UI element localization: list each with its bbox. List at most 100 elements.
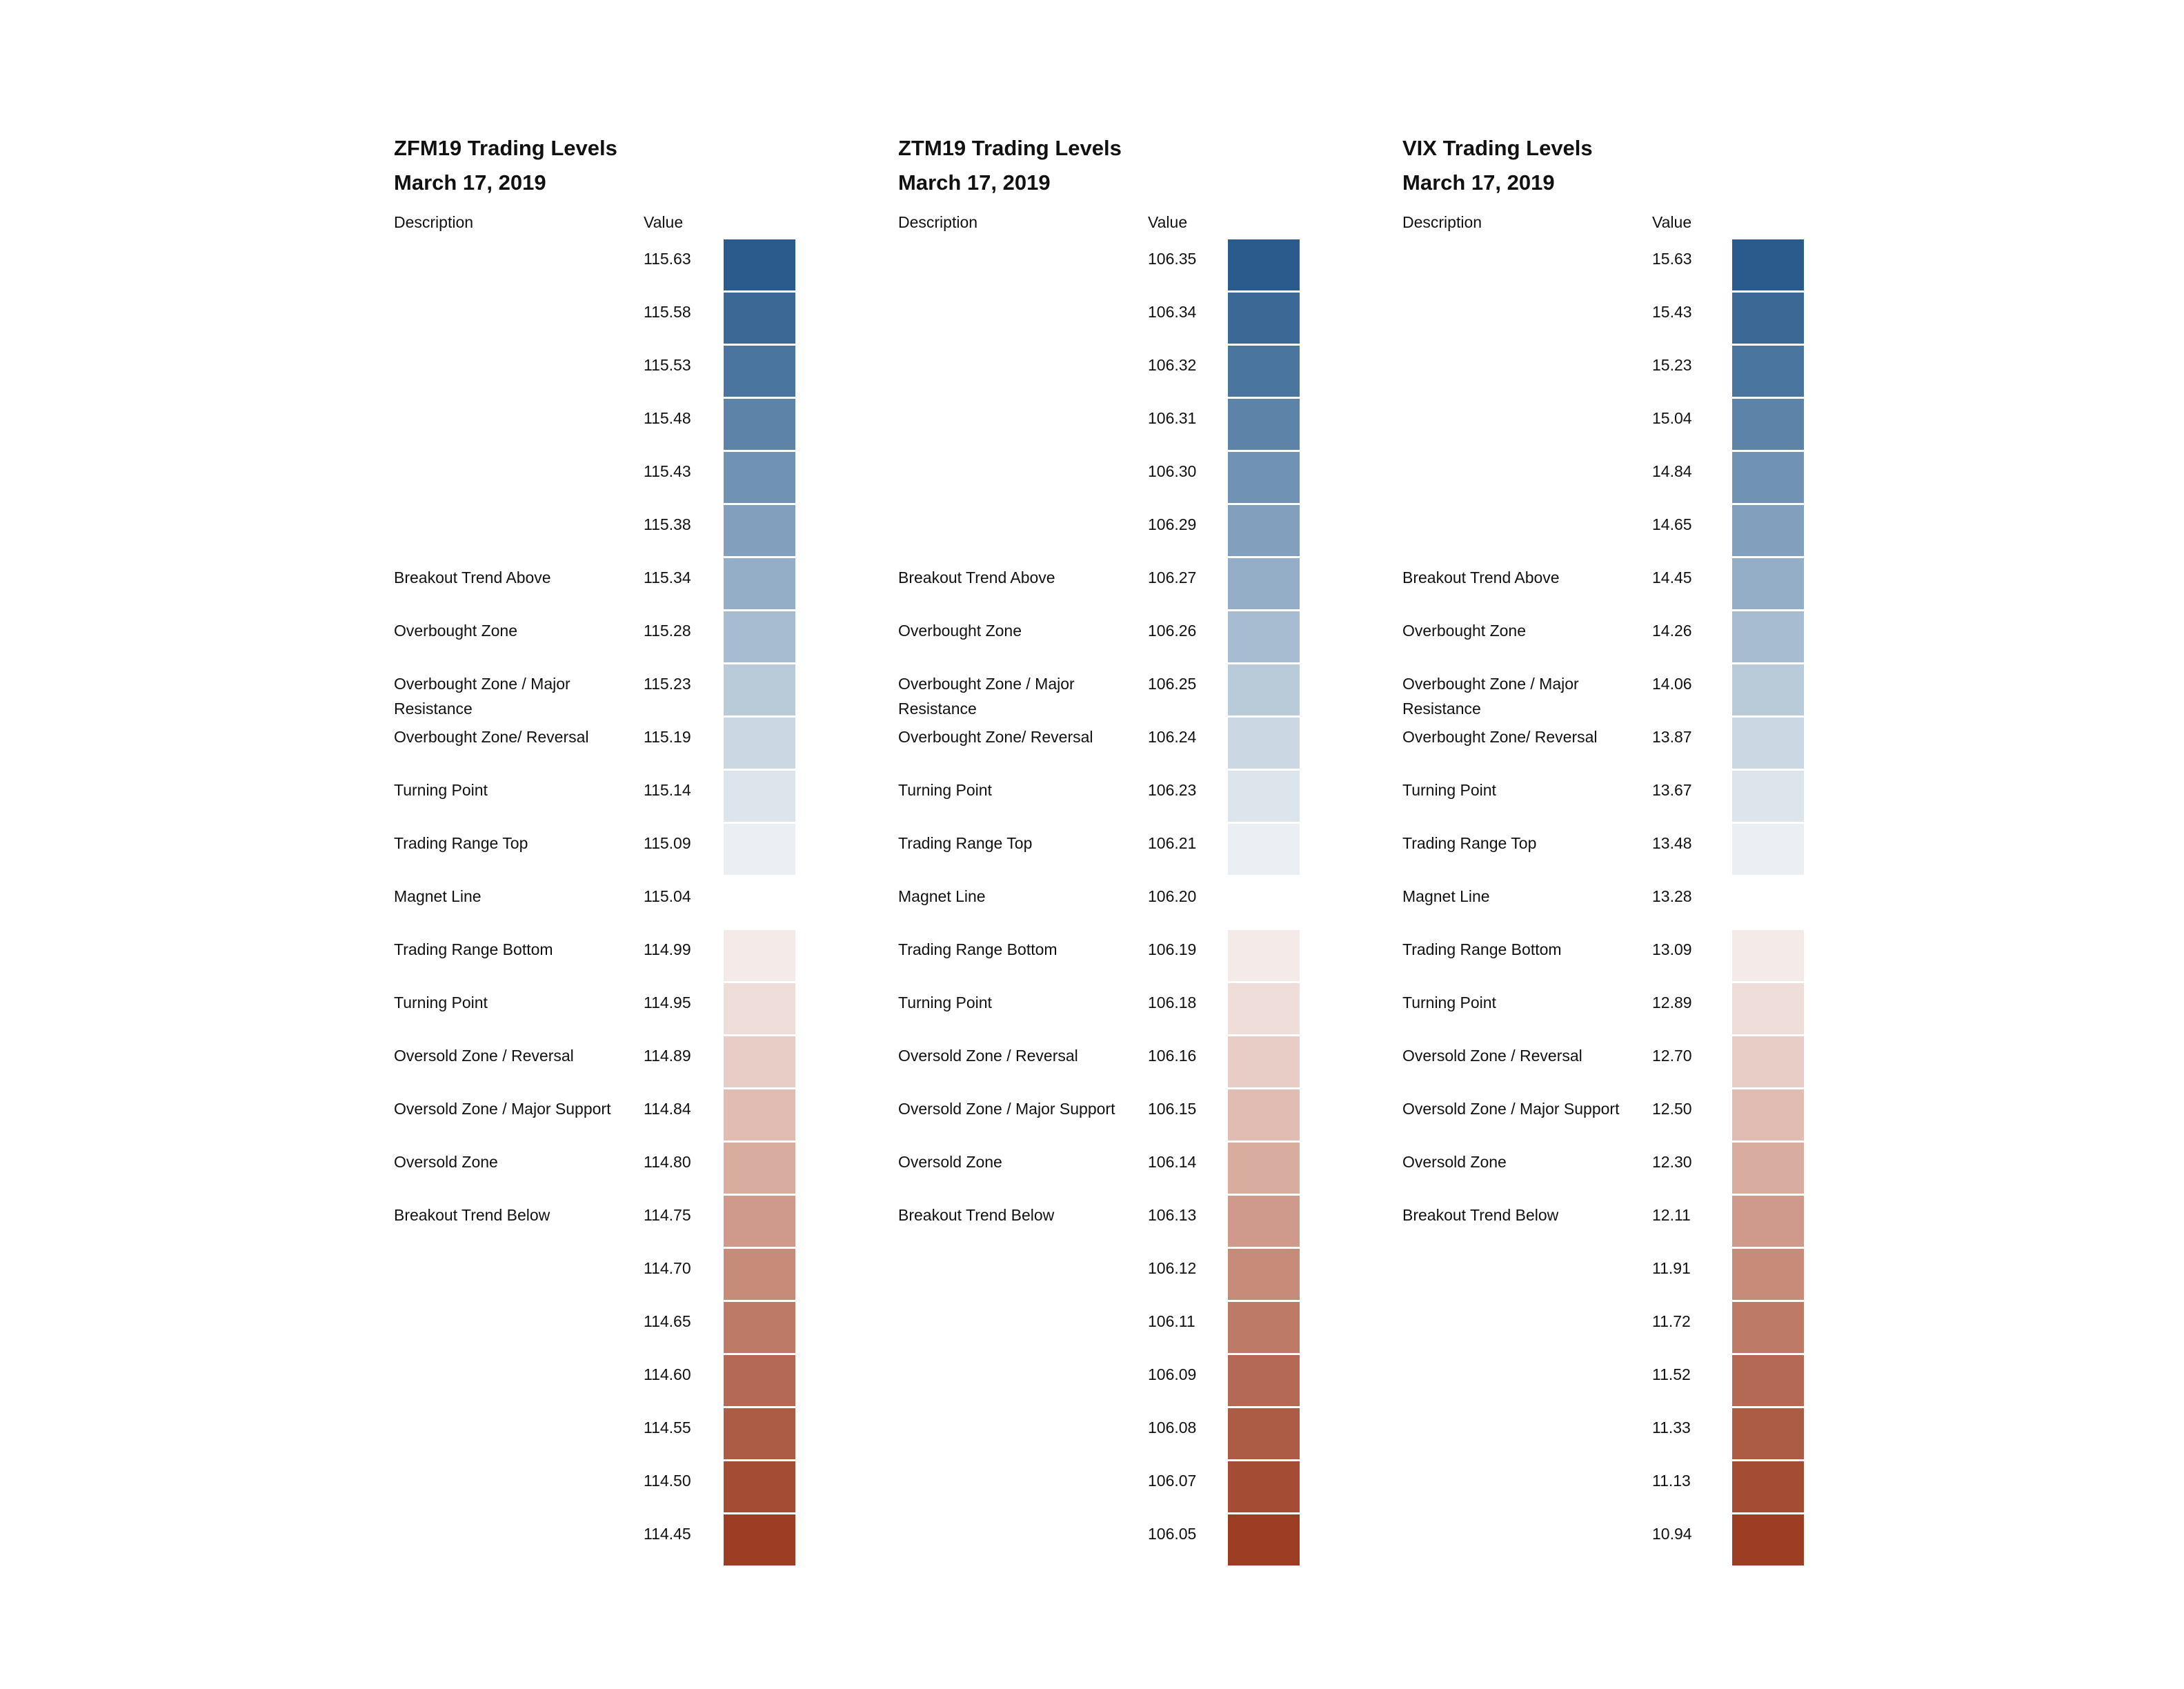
level-row: Overbought Zone/ Reversal 115.19: [394, 718, 822, 771]
level-color-swatch: [1228, 505, 1300, 556]
level-color-swatch: [1228, 1249, 1300, 1300]
level-description: Trading Range Bottom: [1402, 940, 1562, 958]
level-color-swatch: [1732, 611, 1804, 662]
level-row: Trading Range Bottom 13.09: [1402, 930, 1830, 983]
level-color-swatch: [724, 1089, 795, 1140]
level-row: 114.55: [394, 1408, 822, 1461]
level-row: Overbought Zone/ Reversal 106.24: [898, 718, 1326, 771]
trading-levels-panel-ztm19: ZTM19 Trading Levels March 17, 2019 Desc…: [898, 131, 1326, 1565]
level-value: 12.30: [1652, 1153, 1692, 1171]
level-color-swatch: [1228, 1036, 1300, 1087]
level-value: 10.94: [1652, 1525, 1692, 1543]
level-row: 106.34: [898, 293, 1326, 346]
level-row: Trading Range Bottom 106.19: [898, 930, 1326, 983]
level-row: 106.30: [898, 452, 1326, 505]
level-color-swatch: [724, 930, 795, 981]
level-row: 115.43: [394, 452, 822, 505]
level-value: 15.04: [1652, 409, 1692, 427]
level-color-swatch: [1228, 1408, 1300, 1459]
level-value: 114.84: [644, 1100, 691, 1118]
level-description: Turning Point: [898, 994, 992, 1011]
level-row: Overbought Zone / Major Resistance 14.06: [1402, 664, 1830, 718]
level-row: Breakout Trend Below 114.75: [394, 1196, 822, 1249]
level-color-swatch: [1228, 877, 1300, 928]
level-color-swatch: [1228, 664, 1300, 715]
description-column-header: Description: [898, 213, 978, 231]
level-color-swatch: [1732, 930, 1804, 981]
level-color-swatch: [1732, 452, 1804, 503]
level-color-swatch: [724, 824, 795, 875]
level-value: 106.32: [1148, 356, 1197, 374]
level-color-swatch: [724, 1408, 795, 1459]
level-color-swatch: [724, 1196, 795, 1247]
level-row: Oversold Zone / Reversal 12.70: [1402, 1036, 1830, 1089]
description-column-header: Description: [394, 213, 474, 231]
level-description: Breakout Trend Below: [1402, 1206, 1559, 1224]
level-value: 106.05: [1148, 1525, 1197, 1543]
level-color-swatch: [724, 718, 795, 769]
level-value: 114.50: [644, 1472, 691, 1490]
panel-title: ZTM19 Trading Levels: [898, 136, 1122, 160]
trading-levels-panel-zfm19: ZFM19 Trading Levels March 17, 2019 Desc…: [394, 131, 822, 1565]
level-description: Turning Point: [394, 781, 488, 799]
level-row: 14.65: [1402, 505, 1830, 558]
panel-title: ZFM19 Trading Levels: [394, 136, 617, 160]
panel-date: March 17, 2019: [394, 170, 546, 195]
level-value: 106.20: [1148, 887, 1197, 905]
level-value: 115.48: [644, 409, 691, 427]
level-row: Oversold Zone / Reversal 106.16: [898, 1036, 1326, 1089]
level-value: 106.21: [1148, 834, 1197, 852]
level-description: Turning Point: [898, 781, 992, 799]
level-color-swatch: [1732, 718, 1804, 769]
level-description: Overbought Zone / Major Resistance: [1402, 675, 1579, 718]
level-row: Overbought Zone/ Reversal 13.87: [1402, 718, 1830, 771]
level-row: 11.52: [1402, 1355, 1830, 1408]
level-value: 114.45: [644, 1525, 691, 1543]
panel-date: March 17, 2019: [898, 170, 1051, 195]
level-value: 11.13: [1652, 1472, 1691, 1490]
level-value: 14.45: [1652, 569, 1692, 586]
level-color-swatch: [1732, 983, 1804, 1034]
description-column-header: Description: [1402, 213, 1482, 231]
level-description: Oversold Zone: [394, 1153, 498, 1171]
level-description: Trading Range Top: [898, 834, 1033, 852]
level-value: 106.15: [1148, 1100, 1197, 1118]
level-row: 10.94: [1402, 1514, 1830, 1568]
level-row: 114.50: [394, 1461, 822, 1514]
level-value: 114.95: [644, 994, 691, 1011]
level-row: 11.91: [1402, 1249, 1830, 1302]
level-value: 114.80: [644, 1153, 691, 1171]
level-description: Trading Range Bottom: [898, 940, 1058, 958]
level-value: 115.19: [644, 728, 691, 746]
level-row: 115.48: [394, 399, 822, 452]
level-value: 114.60: [644, 1365, 691, 1383]
level-color-swatch: [724, 771, 795, 822]
level-color-swatch: [724, 452, 795, 503]
level-row: 115.58: [394, 293, 822, 346]
level-value: 114.55: [644, 1419, 691, 1436]
level-value: 106.35: [1148, 250, 1197, 268]
level-row: Turning Point 115.14: [394, 771, 822, 824]
level-row: 106.12: [898, 1249, 1326, 1302]
panel-date: March 17, 2019: [1402, 170, 1555, 195]
trading-levels-panel-vix: VIX Trading Levels March 17, 2019 Descri…: [1402, 131, 1830, 1565]
level-row: 106.07: [898, 1461, 1326, 1514]
level-value: 115.28: [644, 622, 691, 640]
level-color-swatch: [724, 664, 795, 715]
level-value: 106.09: [1148, 1365, 1197, 1383]
level-row: Trading Range Top 115.09: [394, 824, 822, 877]
level-value: 11.52: [1652, 1365, 1691, 1383]
level-row: Oversold Zone / Reversal 114.89: [394, 1036, 822, 1089]
level-value: 14.26: [1652, 622, 1692, 640]
level-color-swatch: [1228, 930, 1300, 981]
level-color-swatch: [1732, 505, 1804, 556]
level-color-swatch: [1228, 983, 1300, 1034]
level-value: 14.06: [1652, 675, 1692, 693]
level-value: 106.11: [1148, 1312, 1195, 1330]
level-row: 106.05: [898, 1514, 1326, 1568]
level-value: 106.31: [1148, 409, 1197, 427]
level-description: Magnet Line: [394, 887, 482, 905]
level-color-swatch: [1732, 558, 1804, 609]
level-description: Overbought Zone/ Reversal: [898, 728, 1093, 746]
level-row: Magnet Line 13.28: [1402, 877, 1830, 930]
